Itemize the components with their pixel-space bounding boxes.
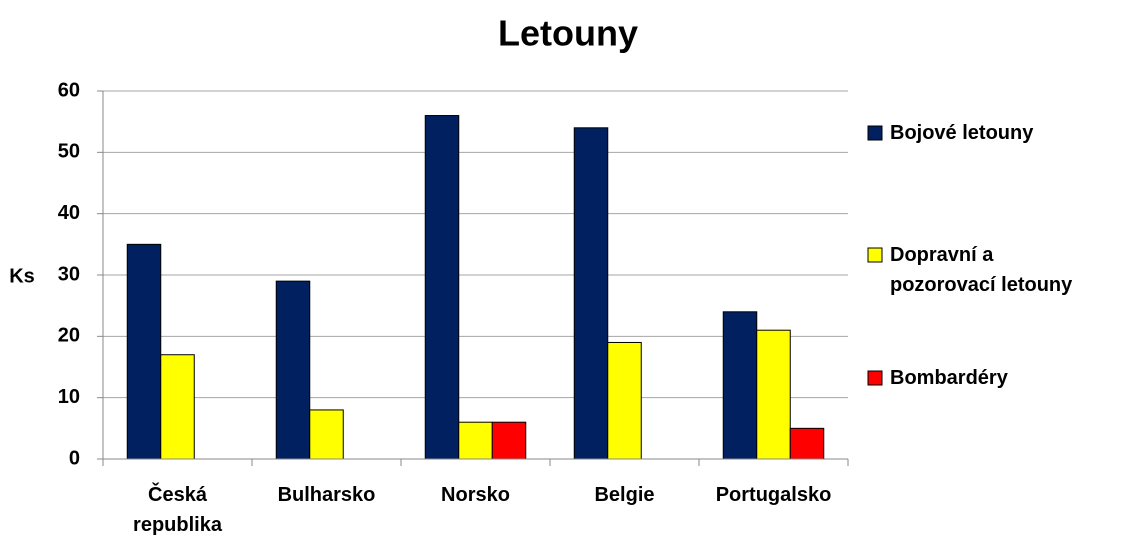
chart-title: Letouny [498,13,638,54]
bar [275,280,311,460]
bar [722,311,758,460]
bar [160,354,195,460]
legend-label: Dopravní a pozorovací letouny [890,244,1073,296]
y-tick-label: 0 [69,447,80,469]
x-tick-label: Belgie [594,484,655,506]
legend-swatch [867,370,883,386]
bar [309,409,344,460]
bar [458,421,493,460]
y-tick-label: 30 [58,263,80,285]
y-tick-label: 40 [58,202,80,224]
x-tick-label: Norsko [441,484,510,506]
y-tick-label: 60 [58,79,80,101]
bar [424,115,460,460]
legend-label: Bojové letouny [890,122,1034,144]
legend-swatch [867,125,883,141]
x-tick-label: Česká republika [133,484,222,536]
legend-label: Bombardéry [890,367,1008,389]
legend-swatch [867,247,883,263]
y-tick-label: 10 [58,386,80,408]
y-axis-label: Ks [9,265,35,287]
x-tick-label: Bulharsko [277,484,376,506]
bar [491,421,527,460]
bar [126,243,162,460]
bar [789,427,825,460]
bar [573,127,609,460]
x-tick-label: Portugalsko [715,484,832,506]
bar [607,341,642,460]
bar [756,329,791,460]
y-tick-label: 20 [58,325,80,347]
y-tick-label: 50 [58,141,80,163]
